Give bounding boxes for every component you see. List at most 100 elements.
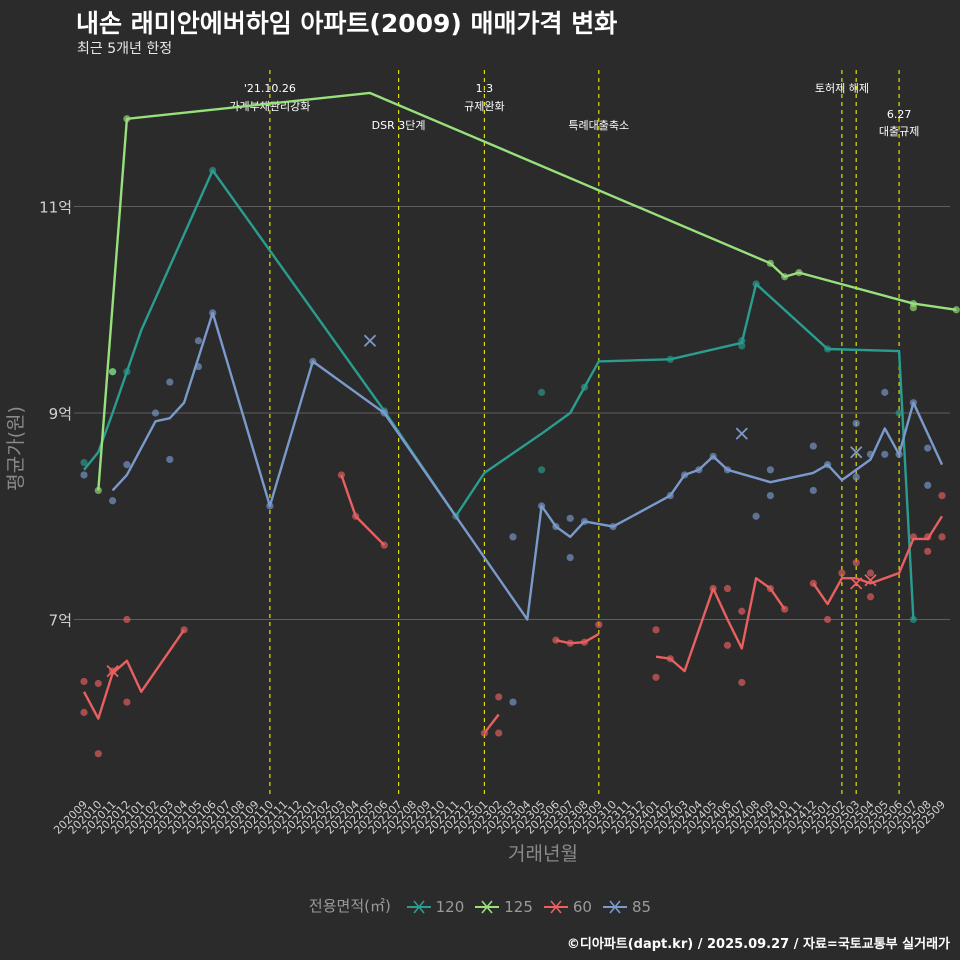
series-85-point — [881, 450, 889, 458]
series-120-point — [538, 466, 546, 474]
series-120-point — [738, 337, 746, 345]
series-120-line — [83, 169, 915, 620]
series-125-point — [952, 306, 960, 314]
series-120-point — [80, 458, 88, 467]
legend-title: 전용면적(㎡) — [308, 897, 391, 915]
series-85-point — [609, 522, 617, 531]
series-60-point — [495, 693, 503, 701]
series-85-point — [695, 466, 703, 474]
series-85-point — [866, 450, 875, 458]
series-60-point — [595, 621, 603, 629]
series-60-cross — [850, 577, 863, 590]
series-85-point — [766, 492, 775, 500]
series-60-point — [738, 607, 746, 615]
series-60-point — [123, 698, 131, 706]
series-60-point — [938, 533, 946, 541]
series-120-point — [824, 345, 832, 353]
series-85-point — [194, 362, 202, 371]
series-85-point — [924, 444, 932, 452]
legend-key-icon — [602, 898, 628, 916]
series-60-point — [866, 593, 875, 601]
legend-key-icon — [543, 898, 569, 916]
series-85-point — [166, 455, 174, 464]
legend-key-icon — [406, 898, 432, 916]
series-60-point — [480, 729, 488, 737]
chart-subtitle: 최근 5개년 한정 — [77, 41, 173, 57]
series-85-point — [80, 471, 88, 479]
series-60-point — [552, 636, 560, 644]
series-60-line — [82, 629, 186, 720]
series-60-point — [924, 533, 932, 541]
series-85-point — [924, 481, 932, 489]
series-60-line — [555, 632, 600, 645]
series-60-point — [781, 605, 789, 613]
series-85-point — [151, 409, 160, 417]
series-85-point — [194, 337, 202, 345]
series-125-point — [94, 486, 102, 495]
series-120-point — [752, 280, 760, 288]
series-60-point — [838, 569, 846, 577]
y-tick-label: 7억 — [49, 611, 72, 629]
series-120-point — [580, 383, 589, 391]
series-60-point — [766, 584, 775, 593]
event-label: 토허제 해제 — [815, 81, 869, 95]
series-60-point — [866, 569, 875, 577]
series-60-point — [94, 750, 102, 758]
series-85-point — [123, 461, 131, 469]
series-85-point — [309, 357, 317, 365]
series-60-line — [483, 713, 500, 734]
legend-label: 85 — [631, 897, 652, 916]
event-label: 규제완화 — [464, 100, 504, 113]
series-125-point — [781, 273, 789, 281]
series-85-point — [809, 442, 817, 450]
series-85-point — [538, 502, 546, 510]
series-85-point — [752, 512, 760, 520]
series-125-point — [795, 269, 803, 277]
series-120-point — [538, 388, 546, 396]
event-label: 대출규제 — [879, 125, 919, 138]
series-125-line — [97, 91, 957, 491]
y-tick-label: 9억 — [49, 405, 72, 423]
legend-label: 125 — [504, 897, 533, 916]
series-85-point — [824, 461, 832, 469]
series-120-point — [895, 409, 903, 417]
series-60-point — [566, 639, 574, 647]
legend-label: 120 — [435, 897, 465, 916]
series-125-point — [766, 259, 775, 267]
event-label: 6.27 — [887, 108, 912, 121]
series-85-point — [380, 409, 388, 417]
series-60-point — [352, 512, 360, 520]
series-85-point — [881, 388, 889, 396]
series-85-point — [895, 450, 903, 458]
series-125-point — [109, 368, 117, 376]
y-tick-label: 11억 — [39, 199, 72, 217]
series-60-point — [924, 547, 932, 555]
event-label: '21.10.26 — [244, 82, 296, 95]
legend-item-120: 120 — [406, 897, 465, 916]
series-85-point — [509, 533, 517, 541]
series-60-point — [809, 579, 817, 587]
series-85-point — [909, 399, 918, 407]
series-85-point — [766, 466, 775, 474]
series-60-cross — [864, 574, 877, 587]
series-60-point — [909, 533, 918, 541]
legend: 전용면적(㎡) 120 125 60 85 — [0, 895, 960, 916]
chart-caption: ©디아파트(dapt.kr) / 2025.09.27 / 자료=국토교통부 실… — [566, 937, 950, 952]
series-85-point — [566, 514, 574, 522]
series-125-point — [909, 304, 918, 312]
series-60-point — [94, 679, 102, 688]
series-85-point — [209, 309, 217, 317]
series-120-point — [738, 342, 746, 350]
series-85-point — [109, 497, 117, 505]
series-60-point — [824, 615, 832, 624]
series-85-line — [111, 311, 944, 621]
series-85-cross — [735, 427, 748, 440]
series-120-point — [909, 615, 918, 624]
series-85-point — [509, 698, 517, 706]
series-85-point — [709, 452, 717, 460]
series-85-point — [852, 473, 860, 481]
series-60-point — [723, 641, 732, 649]
legend-label: 60 — [572, 897, 592, 916]
chart-title: 내손 래미안에버하임 아파트(2009) 매매가격 변화 — [76, 9, 618, 38]
